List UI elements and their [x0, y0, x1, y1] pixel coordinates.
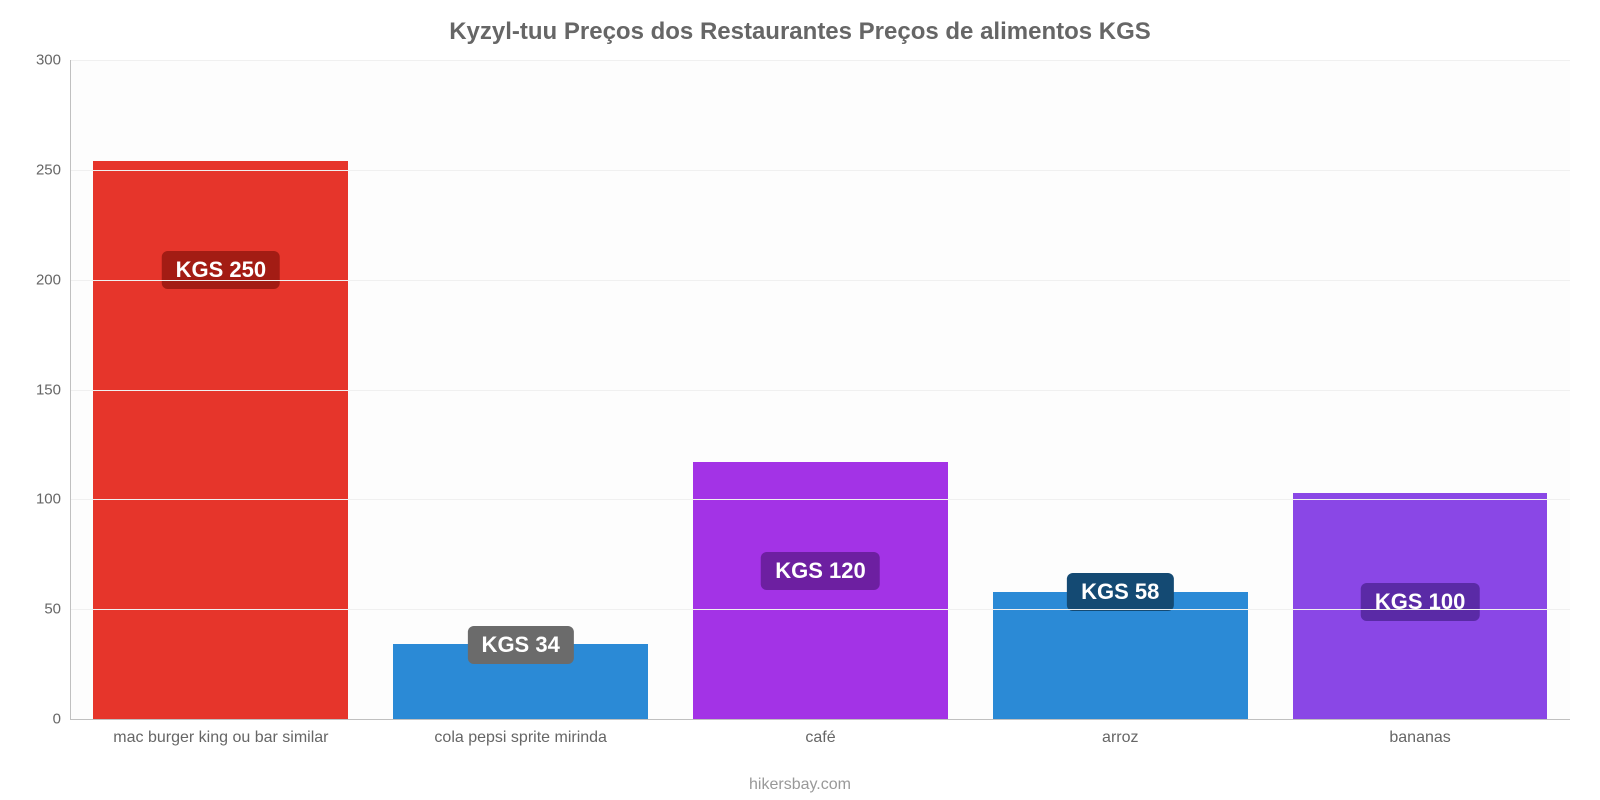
- y-tick-label: 250: [36, 161, 71, 178]
- bar-value-label: KGS 100: [1361, 583, 1480, 621]
- y-tick-label: 200: [36, 271, 71, 288]
- gridline: [71, 609, 1570, 610]
- x-tick-label: bananas: [1389, 719, 1450, 747]
- gridline: [71, 499, 1570, 500]
- bar-value-label: KGS 120: [761, 552, 880, 590]
- bar: KGS 58: [993, 592, 1248, 719]
- gridline: [71, 170, 1570, 171]
- y-tick-label: 100: [36, 491, 71, 508]
- x-tick-label: cola pepsi sprite mirinda: [434, 719, 607, 747]
- bar: KGS 120: [693, 462, 948, 719]
- x-tick-label: arroz: [1102, 719, 1138, 747]
- y-tick-label: 300: [36, 52, 71, 69]
- gridline: [71, 280, 1570, 281]
- x-tick-label: café: [805, 719, 835, 747]
- gridline: [71, 60, 1570, 61]
- y-tick-label: 150: [36, 381, 71, 398]
- chart-container: Kyzyl-tuu Preços dos Restaurantes Preços…: [0, 0, 1600, 800]
- bar: KGS 34: [393, 644, 648, 719]
- y-tick-label: 0: [53, 711, 71, 728]
- plot-area: KGS 250mac burger king ou bar similarKGS…: [70, 60, 1570, 720]
- chart-title: Kyzyl-tuu Preços dos Restaurantes Preços…: [0, 18, 1600, 46]
- bar-value-label: KGS 58: [1067, 573, 1173, 611]
- bar-value-label: KGS 250: [162, 251, 281, 289]
- bar-value-label: KGS 34: [468, 626, 574, 664]
- gridline: [71, 390, 1570, 391]
- x-tick-label: mac burger king ou bar similar: [113, 719, 328, 747]
- source-label: hikersbay.com: [0, 776, 1600, 794]
- bar: KGS 100: [1293, 493, 1548, 719]
- bar: KGS 250: [93, 161, 348, 719]
- y-tick-label: 50: [44, 601, 71, 618]
